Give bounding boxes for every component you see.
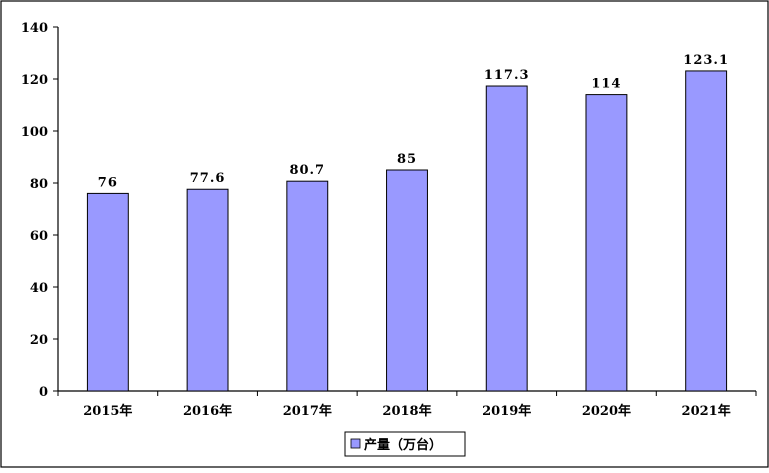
bar bbox=[186, 188, 229, 392]
data-labels: 76 77.6 80.7 85 117.3 114 123.1 bbox=[98, 53, 729, 190]
bar bbox=[485, 85, 528, 392]
bar bbox=[386, 169, 428, 392]
y-tick-label: 120 bbox=[21, 73, 48, 88]
legend-frame bbox=[344, 431, 466, 457]
x-tick-label: 2017年 bbox=[283, 403, 332, 419]
legend-label: 产量（万台） bbox=[364, 437, 442, 453]
y-axis: 0 20 40 60 80 100 120 140 bbox=[21, 21, 59, 400]
y-tick-label: 60 bbox=[30, 229, 48, 244]
bar bbox=[585, 94, 628, 392]
data-label: 85 bbox=[397, 152, 417, 167]
data-label: 80.7 bbox=[289, 163, 325, 178]
bar bbox=[685, 70, 728, 392]
y-tick-label: 0 bbox=[39, 385, 48, 400]
data-label: 117.3 bbox=[484, 68, 530, 83]
x-tick-label: 2016年 bbox=[183, 403, 232, 419]
x-tick-label: 2018年 bbox=[382, 403, 431, 419]
y-tick-label: 100 bbox=[21, 125, 48, 140]
y-tick-label: 40 bbox=[30, 281, 48, 296]
legend-swatch bbox=[350, 438, 361, 449]
bar bbox=[86, 192, 129, 392]
data-label: 114 bbox=[591, 77, 621, 92]
bar-series bbox=[86, 70, 728, 392]
bar bbox=[286, 180, 329, 392]
data-label: 77.6 bbox=[190, 171, 226, 186]
x-tick-label: 2020年 bbox=[582, 403, 631, 419]
legend: 产量（万台） bbox=[344, 431, 466, 457]
data-label: 76 bbox=[98, 175, 118, 190]
y-tick-label: 140 bbox=[21, 21, 48, 36]
x-tick-label: 2015年 bbox=[83, 403, 132, 419]
y-tick-label: 20 bbox=[30, 333, 48, 348]
y-tick-label: 80 bbox=[30, 177, 48, 192]
x-axis: 2015年 2016年 2017年 2018年 2019年 2020年 2021年 bbox=[57, 390, 757, 419]
x-tick-label: 2019年 bbox=[482, 403, 531, 419]
x-tick-label: 2021年 bbox=[682, 403, 731, 419]
data-label: 123.1 bbox=[683, 53, 729, 68]
